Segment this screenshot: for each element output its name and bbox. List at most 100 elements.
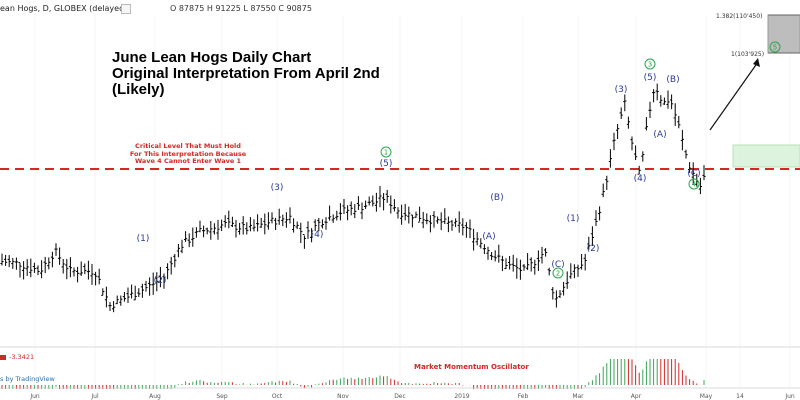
ohlc-bar	[421, 211, 425, 229]
title-line-2: Original Interpretation From April 2nd	[112, 65, 380, 82]
ohlc-bar	[659, 95, 663, 107]
ohlc-bar	[292, 218, 296, 233]
x-tick-label: Feb	[518, 393, 529, 400]
ohlc-bar	[338, 203, 342, 221]
ohlc-bar	[342, 198, 346, 215]
ohlc-bar	[641, 151, 645, 162]
ohlc-bar	[425, 213, 429, 225]
ohlc-bar	[446, 216, 450, 233]
ohlc-bar	[43, 256, 47, 274]
momentum-oscillator	[1, 359, 705, 389]
ohlc-bar	[634, 145, 638, 160]
ohlc-bar	[184, 231, 188, 242]
ohlc-bar	[691, 162, 695, 185]
oscillator-value: -3.3421	[0, 353, 34, 361]
wave-label: 2	[556, 270, 560, 278]
ohlc-bar	[623, 94, 627, 112]
wave-label: (4)	[311, 230, 324, 240]
ohlc-bar	[173, 253, 177, 268]
oscillator-label: Market Momentum Oscillator	[414, 363, 529, 371]
ohlc-bar	[158, 266, 162, 288]
ohlc-bar	[662, 97, 666, 105]
ohlc-bar	[608, 149, 612, 168]
oscillator-swatch	[0, 354, 6, 360]
ohlc-bar	[133, 285, 137, 301]
ohlc-bar	[140, 283, 144, 298]
ohlc-bar	[191, 227, 195, 247]
ohlc-bar	[115, 295, 119, 305]
wave-circle	[688, 178, 700, 190]
x-tick-label: Jun	[784, 393, 795, 400]
ohlc-bar	[544, 248, 548, 257]
ohlc-bar	[612, 132, 616, 151]
ohlc-bar	[486, 246, 490, 260]
ohlc-bar	[601, 183, 605, 198]
ohlc-bar	[284, 212, 288, 228]
grid	[34, 15, 791, 388]
wave-label: (5)	[380, 159, 393, 169]
ohlc-bar	[256, 214, 260, 232]
ohlc-bar	[594, 210, 598, 227]
ohlc-bar	[238, 222, 242, 235]
ohlc-bar	[536, 250, 540, 271]
ohlc-bar	[407, 206, 411, 224]
ohlc-bar	[202, 225, 206, 238]
wave-circle	[380, 146, 392, 158]
x-tick-label: 2019	[454, 393, 469, 400]
ohlc-bar	[83, 263, 87, 275]
ohlc-bar	[464, 222, 468, 238]
ohlc-bar	[500, 255, 504, 272]
ohlc-bar	[648, 101, 652, 118]
wave-label: 3	[648, 61, 652, 69]
ohlc-bar	[364, 200, 368, 209]
ohlc-bar	[605, 175, 609, 190]
ohlc-bar	[220, 219, 224, 232]
ohlc-bar	[673, 103, 677, 126]
ohlc-bar	[263, 213, 267, 235]
wave-label: (2)	[587, 244, 600, 254]
ohlc-bar	[40, 260, 44, 279]
ohlc-bar	[79, 261, 83, 276]
ohlc-bar	[652, 89, 656, 103]
wave-circle	[552, 267, 564, 279]
ohlc-bar	[97, 268, 101, 285]
ohlc-bar	[162, 273, 166, 289]
wave-label: (C)	[551, 260, 564, 270]
ohlc-bar	[313, 219, 317, 232]
ohlc-bar	[644, 117, 648, 131]
tradingview-watermark: s by TradingView	[0, 375, 55, 383]
ohlc-bar	[526, 253, 530, 271]
ohlc-bar	[94, 271, 98, 286]
wave-labels: (1)(2)(3)(4)(5)1(A)(B)(C)2(1)(2)(3)(4)(5…	[137, 41, 781, 286]
ohlc-bar	[227, 210, 231, 229]
ohlc-bar	[587, 236, 591, 250]
ohlc-bar	[14, 257, 18, 270]
ohlc-bar	[198, 220, 202, 233]
ohlc-bar	[328, 205, 332, 221]
fib-label-1382: 1.382(110'450)	[716, 13, 763, 20]
ohlc-bar	[346, 205, 350, 221]
ohlc-bar	[475, 232, 479, 246]
ohlc-bar	[684, 149, 688, 159]
settings-icon[interactable]	[121, 4, 131, 14]
ohlc-bar	[403, 203, 407, 221]
ohlc-bar	[137, 288, 141, 298]
ohlc-bar	[310, 228, 314, 243]
ohlc-bar	[126, 287, 130, 303]
ohlc-bar	[4, 254, 8, 266]
ohlc-bar	[630, 136, 634, 151]
x-tick-label: Oct	[272, 393, 283, 400]
ohlc-bar	[572, 264, 576, 279]
wave-circle	[769, 41, 781, 53]
ohlc-bar	[108, 302, 112, 312]
x-axis: Jun Jul Aug Sep Oct Nov Dec 2019 Feb Mar Apr May 14 J…	[29, 393, 795, 400]
x-tick-label: Sep	[216, 393, 228, 400]
ohlc-bar	[688, 162, 692, 173]
ohlc-bar	[299, 222, 303, 244]
ohlc-bar	[551, 287, 555, 300]
ohlc-bar	[432, 211, 436, 228]
ohlc-bar	[234, 219, 238, 238]
ohlc-bar	[205, 227, 209, 235]
wave-label: (5)	[644, 73, 657, 83]
